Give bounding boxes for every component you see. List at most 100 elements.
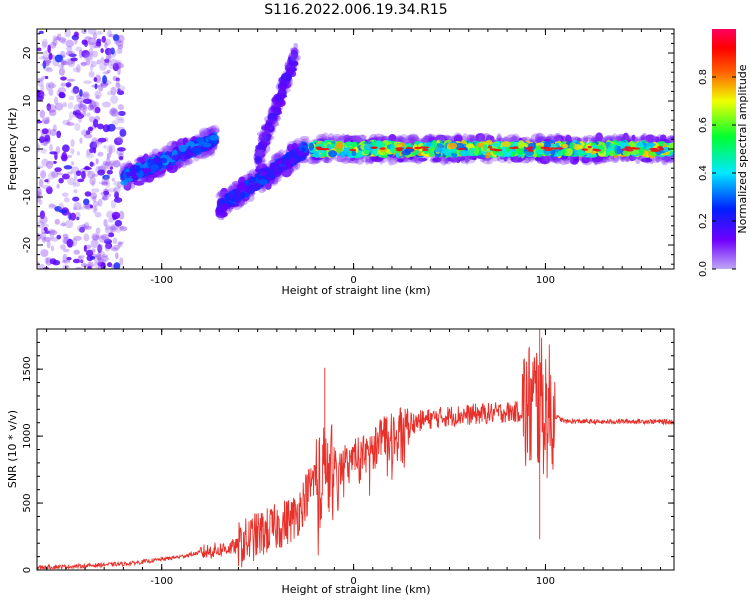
heatmap-feature-0 (98, 181, 107, 185)
heatmap-feature-0 (50, 128, 57, 137)
heatmap-feature-0 (105, 56, 112, 64)
heatmap-feature-0 (38, 56, 46, 60)
heatmap-feature-2 (280, 157, 289, 166)
heatmap-feature-0 (117, 44, 124, 50)
heatmap-feature-0 (92, 140, 100, 148)
heatmap-feature-2 (220, 203, 229, 211)
heatmap-feature-0 (56, 33, 62, 41)
heatmap-feature-4 (349, 148, 357, 152)
heatmap-feature-0 (82, 104, 88, 113)
heatmap-feature-0 (85, 152, 94, 159)
heatmap-feature-0 (101, 35, 106, 43)
heatmap-feature-0 (115, 82, 121, 88)
heatmap-feature-0 (102, 237, 111, 242)
heatmap-feature-0 (110, 95, 119, 104)
heatmap-feature-0 (40, 249, 49, 258)
heatmap-feature-2 (234, 193, 240, 203)
heatmap-feature-0 (110, 199, 117, 209)
heatmap-feature-0 (115, 77, 120, 82)
heatmap-feature-0 (117, 66, 121, 76)
heatmap-feature-4 (560, 149, 567, 154)
heatmap-feature-0 (46, 116, 50, 121)
heatmap-feature-2 (238, 199, 248, 206)
heatmap-feature-0 (105, 242, 113, 250)
heatmap-feature-0 (83, 245, 87, 252)
heatmap-feature-0 (119, 226, 128, 232)
heatmap-feature-1 (199, 131, 207, 137)
heatmap-feature-1 (151, 148, 160, 157)
heatmap-feature-0 (79, 226, 85, 233)
heatmap-feature-0 (73, 31, 79, 38)
heatmap-feature-1 (176, 163, 182, 169)
heatmap-feature-0 (103, 144, 107, 149)
heatmap-feature-0 (97, 264, 104, 269)
heatmap-feature-4 (587, 145, 592, 149)
heatmap-feature-0 (120, 241, 124, 245)
heatmap-feature-0 (46, 177, 50, 184)
heatmap-feature-0 (111, 177, 116, 182)
heatmap-feature-0 (89, 42, 97, 49)
heatmap-feature-0 (56, 183, 60, 189)
heatmap-feature-0 (91, 84, 100, 88)
heatmap-feature-0 (68, 50, 75, 58)
heatmap-feature-0 (86, 112, 91, 118)
heatmap-feature-4 (487, 146, 493, 149)
heatmap-feature-4 (343, 134, 350, 143)
heatmap-feature-0 (117, 181, 122, 190)
heatmap-feature-0 (110, 166, 114, 170)
heatmap-feature-0 (48, 52, 53, 61)
heatmap-feature-4 (497, 156, 508, 163)
heatmap-feature-0 (81, 39, 88, 45)
heatmap-feature-0 (89, 162, 96, 167)
heatmap-feature-0 (83, 233, 90, 242)
heatmap-feature-0 (56, 130, 62, 139)
heatmap-feature-0 (65, 219, 74, 229)
heatmap-feature-0 (76, 224, 86, 233)
heatmap-feature-0 (62, 248, 70, 253)
heatmap-feature-0 (44, 179, 49, 183)
heatmap-feature-2 (256, 170, 266, 177)
heatmap-feature-4 (592, 148, 599, 151)
heatmap-feature-0 (73, 189, 78, 194)
colorbar-tick-label: 0.6 (698, 117, 709, 133)
heatmap-feature-0 (80, 111, 87, 118)
heatmap-feature-0 (55, 146, 61, 155)
heatmap-feature-0 (71, 161, 75, 166)
heatmap-feature-0 (89, 204, 94, 209)
heatmap-feature-0 (90, 188, 100, 193)
heatmap-feature-2 (300, 135, 310, 141)
heatmap-feature-0 (89, 161, 94, 167)
heatmap-feature-0 (41, 55, 46, 60)
heatmap-feature-1 (143, 167, 149, 175)
heatmap-feature-0 (62, 144, 70, 153)
heatmap-feature-4 (395, 147, 404, 150)
heatmap-feature-4 (632, 147, 641, 150)
heatmap-feature-3 (286, 72, 292, 82)
heatmap-feature-0 (117, 110, 126, 117)
heatmap-feature-0 (98, 235, 108, 243)
heatmap-feature-0 (70, 148, 75, 155)
spectrogram-y-axis-label: Frequency (Hz) (6, 108, 19, 191)
heatmap-feature-1 (209, 124, 220, 135)
heatmap-feature-0 (72, 86, 80, 94)
heatmap-feature-3 (255, 144, 265, 150)
heatmap-feature-0 (78, 49, 84, 59)
heatmap-feature-0 (51, 170, 59, 178)
heatmap-feature-1 (186, 151, 195, 156)
heatmap-feature-0 (112, 237, 118, 245)
heatmap-feature-4 (351, 150, 357, 157)
heatmap-feature-0 (100, 48, 104, 54)
heatmap-feature-0 (60, 76, 67, 81)
heatmap-feature-3 (261, 134, 269, 142)
colorbar-tick-label: 0.0 (698, 261, 709, 277)
heatmap-feature-0 (73, 104, 82, 113)
heatmap-feature-0 (113, 137, 123, 146)
colorbar: 0.0 0.2 0.4 0.6 0.8 Normalized spectral ampl… (698, 29, 749, 277)
heatmap-feature-0 (115, 40, 124, 47)
heatmap-feature-0 (111, 120, 119, 126)
heatmap-feature-1 (171, 154, 181, 161)
heatmap-feature-0 (73, 235, 82, 241)
heatmap-feature-0 (53, 96, 59, 105)
heatmap-feature-0 (97, 151, 104, 157)
heatmap-feature-0 (81, 49, 90, 58)
